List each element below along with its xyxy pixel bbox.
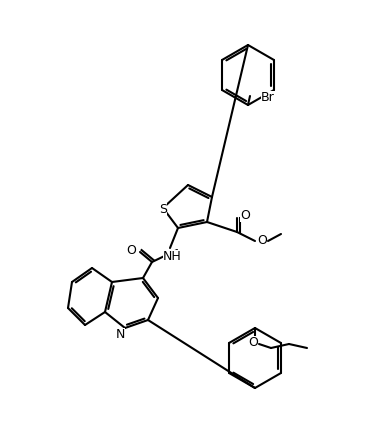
Text: O: O [126, 244, 136, 257]
Text: O: O [257, 233, 267, 246]
Text: O: O [248, 336, 258, 349]
Text: O: O [240, 208, 250, 221]
Text: S: S [159, 202, 167, 215]
Text: Br: Br [261, 90, 275, 103]
Text: NH: NH [163, 250, 181, 263]
Text: N: N [115, 327, 125, 340]
